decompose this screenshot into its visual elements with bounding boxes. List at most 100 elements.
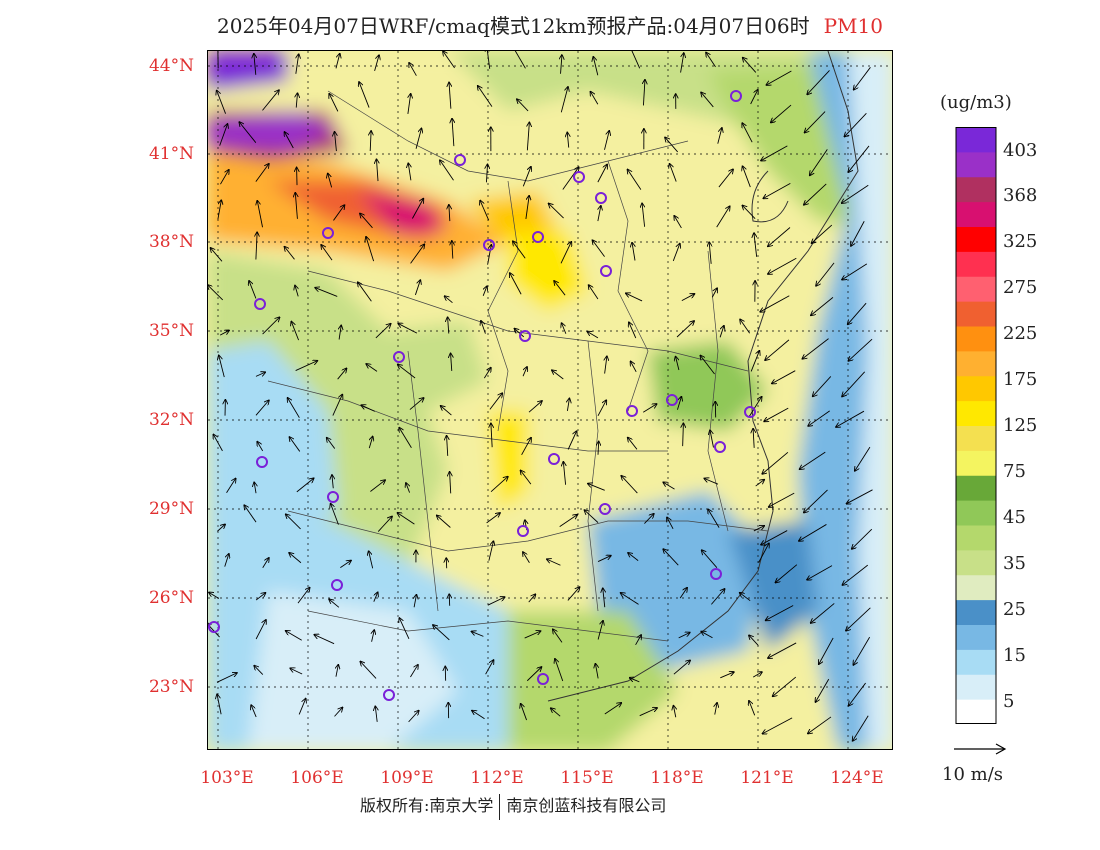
wind-vector: [683, 423, 684, 447]
colorbar-swatch: [956, 326, 996, 352]
wind-vector: [448, 317, 449, 334]
wind-vector: [855, 446, 871, 471]
wind-vector: [412, 199, 423, 219]
lon-label-115: 115°E: [560, 768, 614, 788]
colorbar-label-25: 25: [1003, 599, 1026, 620]
wind-vector: [673, 706, 675, 718]
wind-vector: [549, 204, 564, 219]
wind-vector: [842, 184, 869, 203]
wind-vector: [810, 149, 828, 175]
wind-vector: [766, 605, 794, 620]
wind-vector: [437, 515, 451, 528]
colorbar-swatch: [956, 450, 996, 476]
wind-vector: [631, 361, 637, 373]
wind-vector: [567, 587, 580, 601]
colorbar-border: [955, 127, 997, 724]
wind-vector: [410, 665, 417, 678]
wind-vector: [398, 365, 416, 379]
wind-vector: [672, 244, 680, 262]
wind-vector: [360, 214, 373, 229]
lon-label-103: 103°E: [200, 768, 254, 788]
wind-vector: [255, 620, 266, 640]
wind-vector: [621, 476, 638, 494]
wind-vector: [257, 442, 264, 452]
wind-vectors: [208, 51, 873, 741]
wind-vector: [375, 324, 391, 339]
wind-vector: [321, 245, 333, 261]
wind-vector: [626, 293, 643, 302]
wind-vector: [562, 167, 579, 190]
wind-vector: [213, 435, 223, 452]
wind-vector: [366, 237, 375, 262]
wind-vector: [377, 517, 392, 532]
wind-vector: [217, 91, 227, 114]
wind-vector: [595, 664, 598, 679]
wind-vector: [376, 159, 378, 182]
colorbar-label-325: 325: [1003, 231, 1038, 252]
wind-vector: [451, 353, 452, 371]
colorbar-swatch: [956, 574, 996, 601]
wind-vector: [450, 472, 451, 494]
wind-vector: [526, 667, 541, 682]
wind-vector: [408, 711, 419, 723]
wind-vector: [262, 90, 278, 111]
colorbar-swatch: [956, 549, 996, 576]
map-panel[interactable]: [207, 50, 893, 750]
wind-vector: [398, 324, 418, 334]
wind-vector: [370, 131, 371, 152]
wind-vector: [807, 70, 830, 94]
wind-vector: [642, 203, 645, 227]
wind-vector: [700, 356, 715, 375]
wind-vector: [521, 438, 531, 456]
wind-vector: [445, 296, 453, 304]
lon-label-121: 121°E: [740, 768, 794, 788]
colorbar-label-403: 403: [1003, 140, 1038, 161]
colorbar-swatch: [956, 226, 996, 252]
wind-vector: [219, 355, 225, 378]
wind-vector: [604, 703, 621, 715]
wind-vector: [663, 549, 679, 566]
wind-vector: [715, 703, 717, 715]
wind-vector: [255, 593, 265, 601]
wind-vector: [361, 405, 375, 412]
wind-vector: [804, 489, 828, 513]
wind-vector: [842, 263, 868, 280]
lat-label-41: 41°N: [148, 144, 194, 164]
wind-vector: [360, 662, 377, 679]
wind-vector: [251, 705, 257, 718]
wind-vector: [808, 410, 830, 426]
wind-vector: [472, 632, 484, 637]
wind-vector: [706, 53, 716, 68]
wind-vector: [643, 80, 645, 106]
lat-label-26: 26°N: [148, 588, 194, 608]
wind-vector: [853, 715, 869, 741]
colorbar-swatch: [956, 425, 996, 451]
wind-vector: [710, 430, 714, 448]
pollutant-label: PM10: [823, 14, 883, 38]
colorbar-swatch: [956, 400, 996, 426]
wind-vector: [748, 397, 761, 417]
colorbar-unit: (ug/m3): [940, 92, 1012, 113]
wind-vector: [491, 423, 492, 448]
wind-vector: [521, 704, 527, 721]
wind-vector: [604, 131, 610, 150]
colorbar-swatch: [956, 276, 996, 302]
wind-vector: [629, 322, 637, 339]
wind-vector: [480, 201, 490, 221]
colorbar-label-125: 125: [1003, 415, 1038, 436]
wind-vector: [521, 470, 532, 485]
wind-vector: [249, 281, 257, 299]
wind-vector: [742, 123, 753, 143]
wind-vector: [524, 631, 541, 639]
wind-vector: [639, 708, 657, 717]
wind-vector: [720, 672, 733, 679]
wind-vector: [670, 164, 677, 182]
wind-vector: [768, 642, 797, 658]
lat-label-38: 38°N: [148, 232, 194, 252]
wind-vector: [408, 163, 411, 181]
wind-vector: [753, 429, 754, 448]
wind-vector: [755, 480, 765, 487]
wind-vector: [679, 588, 687, 599]
wind-vector: [749, 701, 756, 716]
wind-vector: [758, 543, 769, 563]
